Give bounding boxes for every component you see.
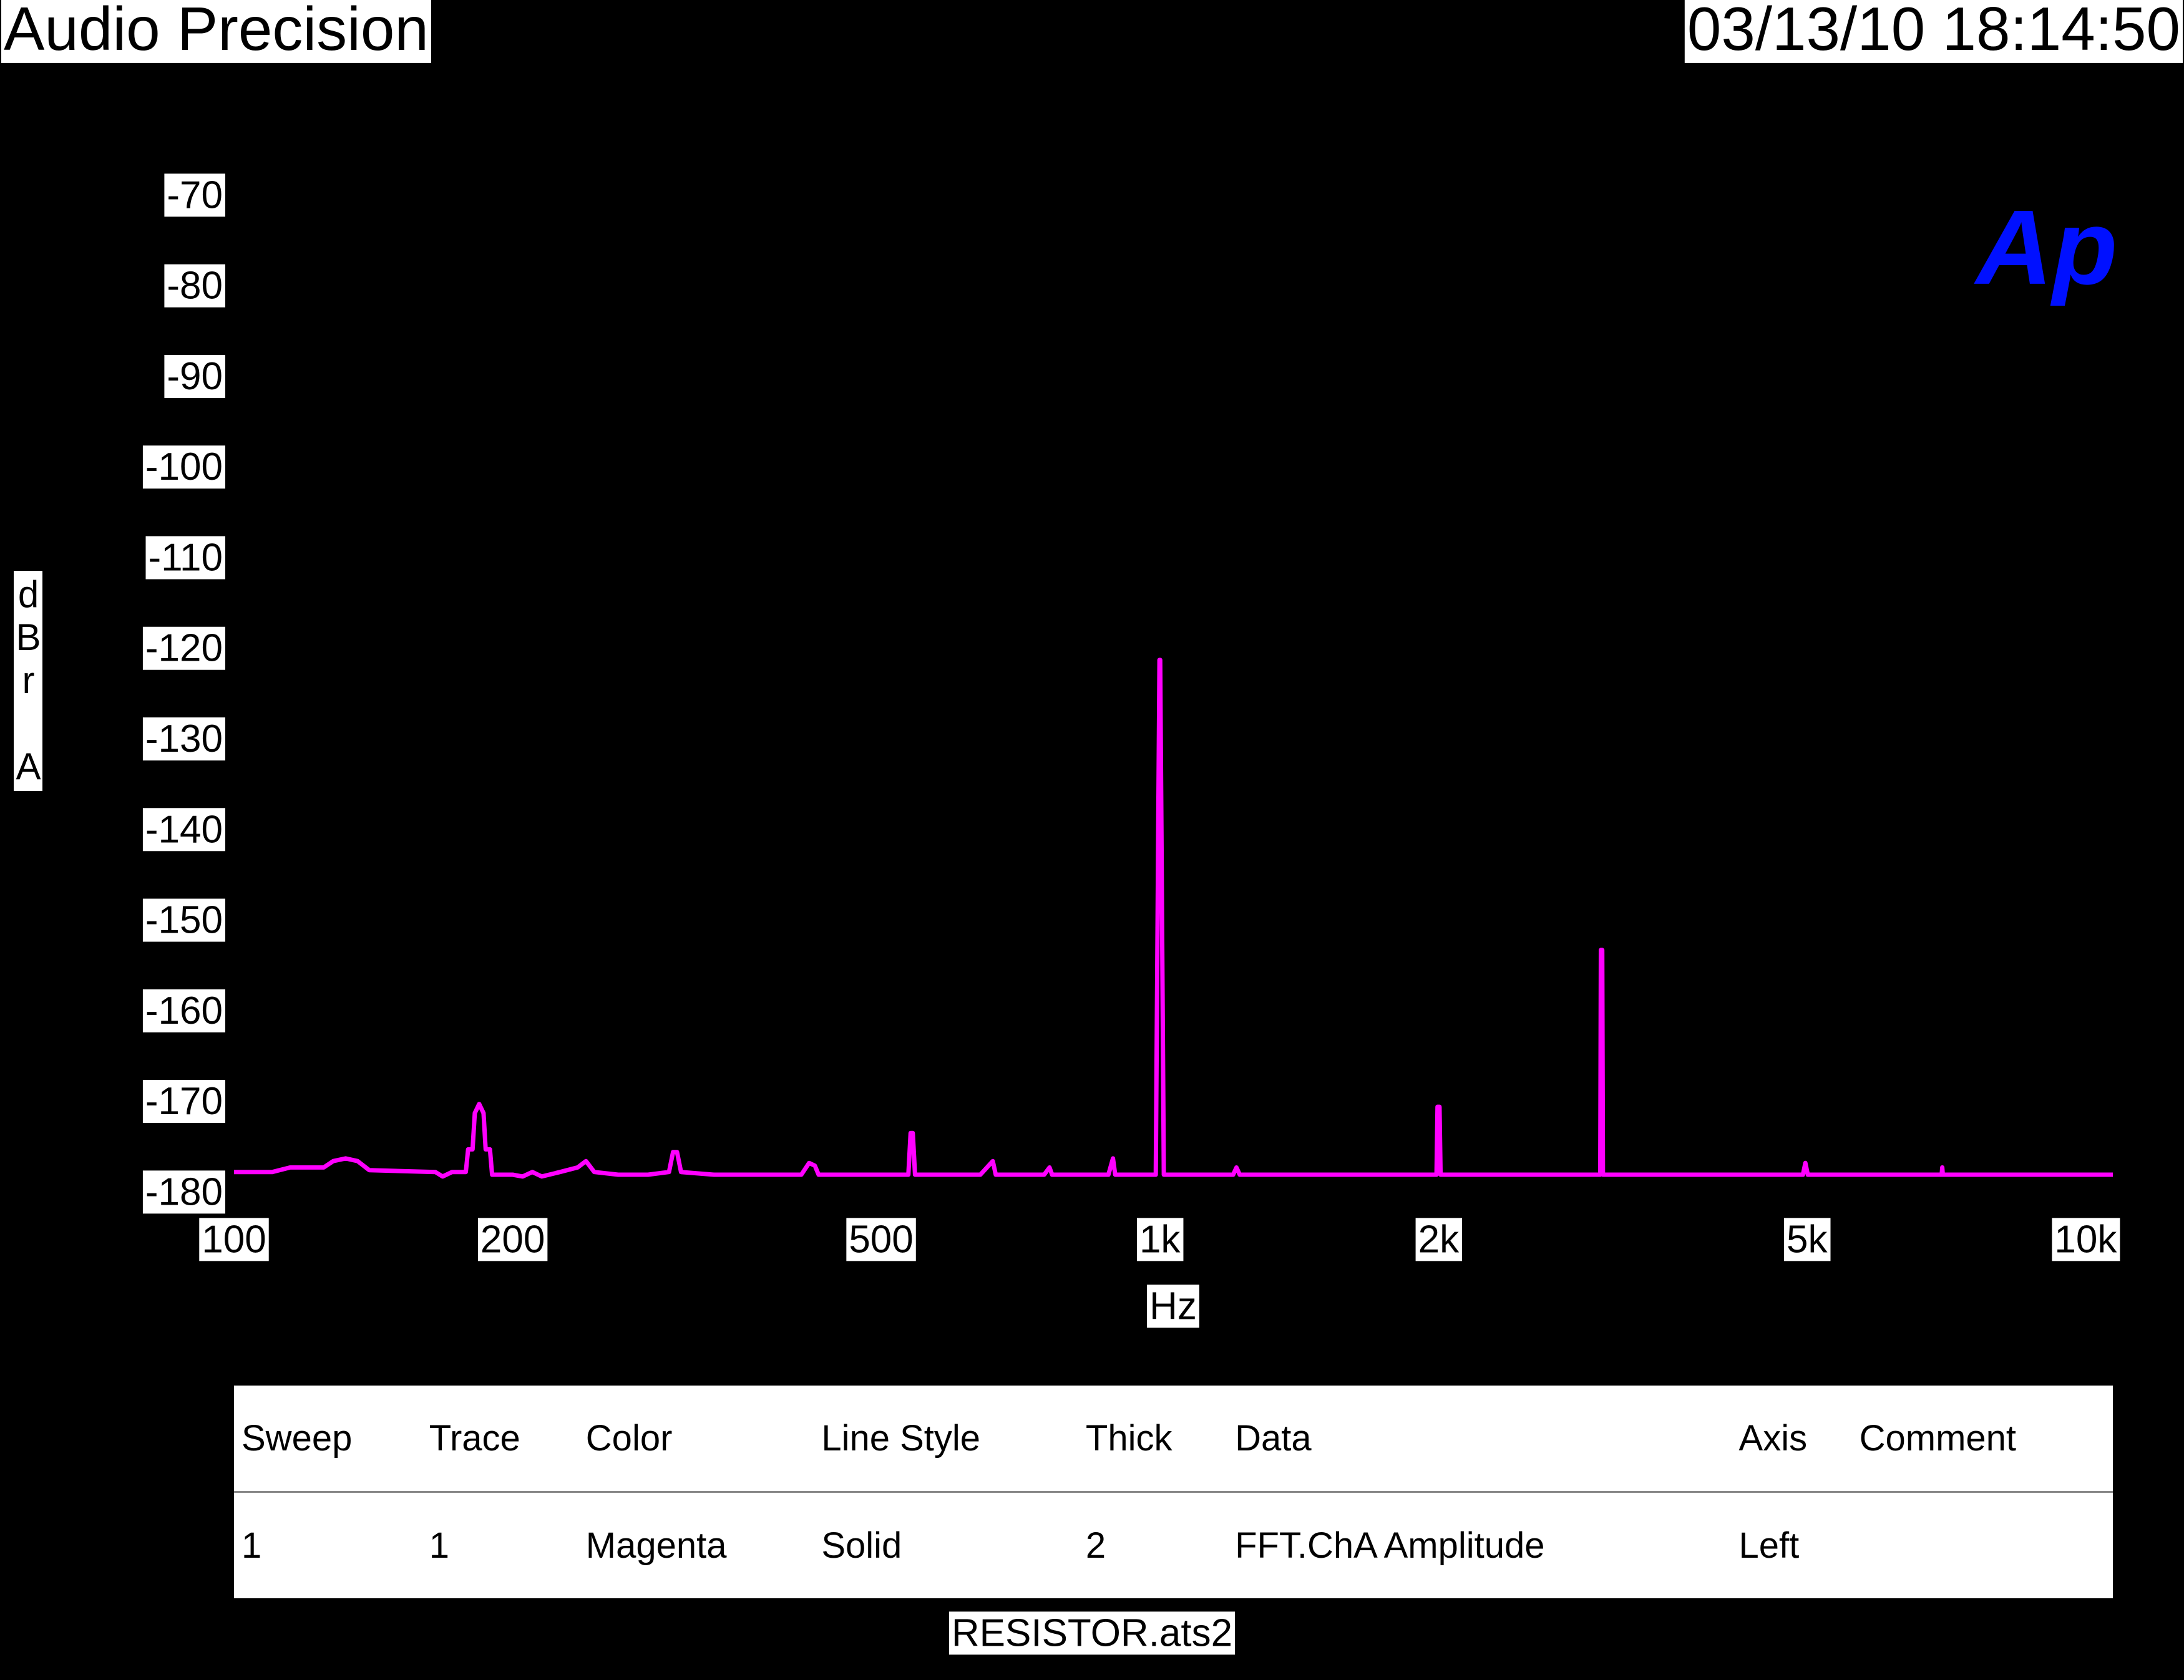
x-tick-label: 100: [202, 1218, 266, 1261]
y-tick-label: -150: [145, 899, 223, 942]
y-tick-label: -80: [167, 265, 223, 308]
label-background: [142, 1080, 225, 1124]
header-title: Audio Precision: [4, 0, 429, 63]
y-tick-label: -90: [167, 355, 223, 398]
table-cell: Thick: [1078, 1386, 1228, 1493]
y-tick-label: -100: [145, 445, 223, 488]
x-axis-label: Hz: [1149, 1284, 1197, 1328]
label-background: [142, 808, 225, 852]
table-cell: Magenta: [585, 1525, 727, 1566]
y-tick-label: -160: [145, 989, 223, 1032]
label-background: [142, 898, 225, 942]
label-background: [1136, 1218, 1184, 1261]
y-tick-label: -120: [145, 627, 223, 670]
table-cell: Solid: [821, 1525, 902, 1566]
x-tick-label: 5k: [1787, 1218, 1828, 1261]
label-background: [1684, 0, 2183, 63]
table-cell: [1852, 1492, 2113, 1599]
table-cell: Left: [1738, 1525, 1800, 1566]
table-cell: Color: [578, 1386, 814, 1493]
x-tick-label: 200: [480, 1218, 545, 1261]
table-cell: Line Style: [814, 1386, 1078, 1493]
table-cell: 2: [1085, 1525, 1106, 1566]
label-background: [142, 445, 225, 489]
y-tick-label: -110: [149, 536, 223, 579]
table-cell: Data: [1227, 1386, 1732, 1493]
y-axis-label: dBr A: [7, 571, 49, 791]
label-background: [142, 626, 225, 670]
table-cell: Sweep: [234, 1386, 422, 1493]
footer: RESISTOR.ats2: [952, 1611, 1232, 1654]
table-cell: FFT.ChA Amplitude: [1235, 1525, 1545, 1566]
label-background: [477, 1218, 548, 1261]
x-tick-label: 10k: [2054, 1218, 2117, 1261]
y-tick-label: -130: [145, 717, 223, 760]
legend-row: 1 1 Magenta Solid 2 FFT.ChA Amplitude Left: [234, 1492, 2113, 1599]
y-tick-label: -180: [145, 1170, 223, 1213]
header-timestamp: 03/13/10 18:14:50: [1687, 0, 2180, 63]
label-background: [199, 1218, 269, 1261]
label-background: [948, 1611, 1236, 1655]
x-tick-label: 2k: [1418, 1218, 1460, 1261]
y-tick-label: -170: [145, 1080, 223, 1123]
spectrum-line: [234, 658, 2113, 1179]
label-background: [142, 717, 225, 761]
table-cell: Comment: [1851, 1386, 2113, 1493]
logo: Ap: [1974, 188, 2118, 307]
table-cell: Axis: [1731, 1386, 1852, 1493]
table-cell: Trace: [421, 1386, 578, 1493]
y-tick-label: -70: [167, 173, 223, 216]
table-cell: 1: [429, 1525, 449, 1566]
label-background: [142, 989, 225, 1032]
legend-header-row: Sweep Trace Color Line Style Thick Data Axis Co…: [234, 1386, 2113, 1493]
legend-table: Sweep Trace Color Line Style Thick Data Axis Co…: [234, 1386, 2113, 1598]
label-background: [846, 1218, 916, 1261]
table-cell: 1: [241, 1525, 262, 1566]
label-background: [164, 354, 225, 398]
label-background: [164, 264, 225, 308]
y-tick-label: -140: [145, 808, 223, 851]
label-background: [164, 173, 225, 217]
label-background: [1, 0, 431, 63]
x-tick-label: 500: [849, 1218, 913, 1261]
label-background: [142, 1170, 225, 1214]
label-background: [1147, 1284, 1199, 1328]
label-background: [2052, 1218, 2120, 1261]
x-tick-label: 1k: [1139, 1218, 1181, 1261]
label-background: [1415, 1218, 1463, 1261]
label-background: [145, 536, 225, 580]
label-background: [1784, 1218, 1831, 1261]
